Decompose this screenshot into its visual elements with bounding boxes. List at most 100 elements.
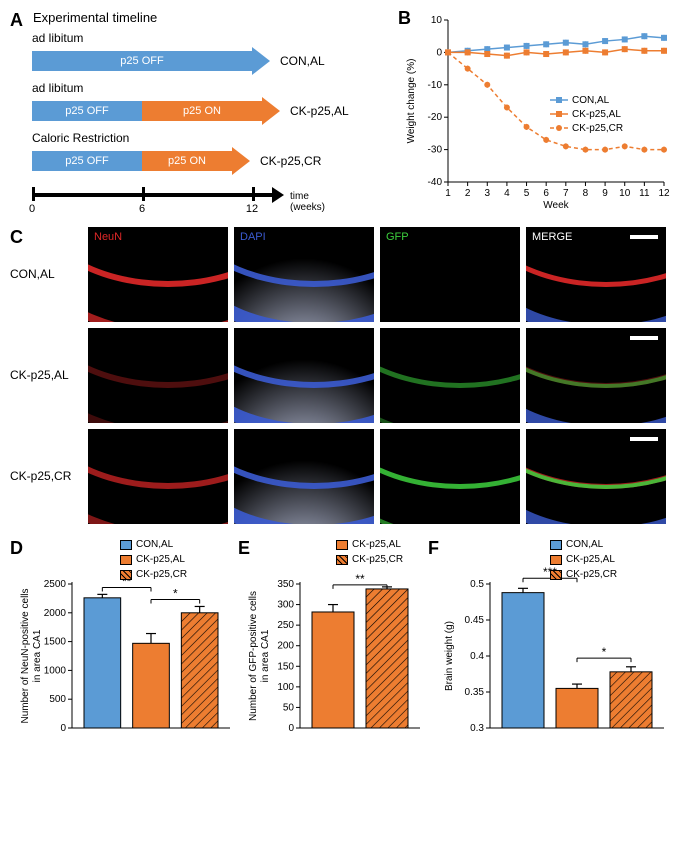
svg-text:7: 7 bbox=[563, 188, 569, 199]
legend-item: CK-p25,AL bbox=[336, 538, 403, 552]
svg-text:Week: Week bbox=[543, 200, 569, 210]
svg-text:CON,AL: CON,AL bbox=[572, 95, 610, 106]
timeline-row: ad libitump25 OFFp25 ONCK-p25,AL bbox=[32, 83, 400, 127]
svg-text:in area CA1: in area CA1 bbox=[260, 629, 271, 682]
micrograph-row-label: CON,AL bbox=[10, 267, 82, 281]
svg-text:CK-p25,CR: CK-p25,CR bbox=[572, 123, 623, 134]
channel-label: GFP bbox=[386, 231, 409, 243]
legend-label: CK-p25,CR bbox=[352, 553, 403, 567]
micrograph-row bbox=[88, 328, 672, 423]
scale-bar bbox=[630, 336, 658, 340]
panel-a: A Experimental timeline ad libitump25 OF… bbox=[10, 10, 400, 215]
svg-text:0.35: 0.35 bbox=[465, 687, 485, 698]
legend-item: CK-p25,CR bbox=[336, 553, 403, 567]
legend-label: CK-p25,AL bbox=[136, 553, 185, 567]
timeline-arrowhead bbox=[232, 147, 250, 175]
legend-item: CON,AL bbox=[120, 538, 187, 552]
timeline-segment: p25 OFF bbox=[32, 151, 142, 171]
svg-text:2: 2 bbox=[465, 188, 471, 199]
svg-text:300: 300 bbox=[277, 600, 294, 611]
panel-a-title: Experimental timeline bbox=[33, 10, 157, 25]
micrograph-row bbox=[88, 429, 672, 524]
legend-label: CK-p25,AL bbox=[352, 538, 401, 552]
micrograph-row-label: CK-p25,CR bbox=[10, 469, 82, 483]
svg-text:-20: -20 bbox=[428, 112, 443, 123]
panel-d-label: D bbox=[10, 538, 23, 559]
figure-root: A Experimental timeline ad libitump25 OF… bbox=[10, 10, 672, 738]
legend-label: CON,AL bbox=[136, 538, 173, 552]
svg-text:Number of GFP-positive cells: Number of GFP-positive cells bbox=[248, 591, 259, 721]
legend-item: CK-p25,CR bbox=[120, 568, 187, 582]
svg-text:250: 250 bbox=[277, 620, 294, 631]
timeline-segment: p25 ON bbox=[142, 101, 262, 121]
svg-text:Brain weight (g): Brain weight (g) bbox=[444, 621, 455, 691]
svg-text:Weight change (%): Weight change (%) bbox=[406, 59, 417, 144]
timeline-arrowhead bbox=[262, 97, 280, 125]
svg-text:8: 8 bbox=[583, 188, 589, 199]
svg-text:200: 200 bbox=[277, 641, 294, 652]
axis-tick-label: 12 bbox=[246, 203, 258, 215]
timeline-segment: p25 ON bbox=[142, 151, 232, 171]
legend-item: CK-p25,AL bbox=[120, 553, 187, 567]
svg-text:100: 100 bbox=[277, 682, 294, 693]
micrograph-cell bbox=[526, 328, 666, 423]
panel-b-chart: -40-30-20-10010123456789101112WeekWeight… bbox=[400, 10, 672, 210]
axis-tick-label: 0 bbox=[29, 203, 35, 215]
svg-text:0: 0 bbox=[60, 723, 66, 734]
panel-b: B -40-30-20-10010123456789101112WeekWeig… bbox=[400, 10, 672, 215]
timeline-group-label: CON,AL bbox=[280, 54, 325, 68]
panel-b-label: B bbox=[398, 8, 411, 29]
svg-text:in area CA1: in area CA1 bbox=[32, 629, 43, 682]
svg-text:10: 10 bbox=[619, 188, 631, 199]
micrograph-cell bbox=[526, 429, 666, 524]
axis-caption: time (weeks) bbox=[290, 191, 325, 213]
micrograph-row: NeuN DAPI GFP MERGE bbox=[88, 227, 672, 322]
micrograph-cell bbox=[380, 429, 520, 524]
svg-text:3: 3 bbox=[484, 188, 490, 199]
timeline-row: Caloric Restrictionp25 OFFp25 ONCK-p25,C… bbox=[32, 133, 400, 177]
svg-text:1000: 1000 bbox=[44, 665, 67, 676]
scale-bar bbox=[630, 235, 658, 239]
micrograph-cell: MERGE bbox=[526, 227, 666, 322]
panel-e-chart: 050100150200250300350Number of GFP-posit… bbox=[238, 538, 428, 738]
svg-text:-10: -10 bbox=[428, 80, 443, 91]
svg-text:10: 10 bbox=[431, 15, 443, 26]
svg-text:0.5: 0.5 bbox=[470, 579, 484, 590]
svg-text:5: 5 bbox=[524, 188, 530, 199]
panel-d: D CON,ALCK-p25,ALCK-p25,CR 0500100015002… bbox=[10, 538, 238, 738]
svg-text:11: 11 bbox=[639, 188, 650, 199]
micrograph-cell bbox=[88, 328, 228, 423]
axis-tick-label: 6 bbox=[139, 203, 145, 215]
panel-f-label: F bbox=[428, 538, 439, 559]
svg-text:0: 0 bbox=[436, 47, 442, 58]
svg-text:9: 9 bbox=[602, 188, 608, 199]
svg-text:-30: -30 bbox=[428, 145, 443, 156]
row-def: D CON,ALCK-p25,ALCK-p25,CR 0500100015002… bbox=[10, 538, 672, 738]
timeline-condition-label: ad libitum bbox=[32, 81, 83, 95]
legend-item: CON,AL bbox=[550, 538, 617, 552]
svg-text:Number of NeuN-positive cells: Number of NeuN-positive cells bbox=[20, 588, 31, 723]
micrograph-cell: NeuN bbox=[88, 227, 228, 322]
panel-f: F CON,ALCK-p25,ALCK-p25,CR 0.30.350.40.4… bbox=[428, 538, 672, 738]
svg-text:0.4: 0.4 bbox=[470, 651, 484, 662]
svg-text:1500: 1500 bbox=[44, 637, 67, 648]
svg-text:0.3: 0.3 bbox=[470, 723, 484, 734]
micrograph-cell: DAPI bbox=[234, 227, 374, 322]
svg-text:*: * bbox=[602, 645, 607, 659]
channel-label: NeuN bbox=[94, 231, 122, 243]
svg-text:0.45: 0.45 bbox=[465, 615, 485, 626]
svg-text:1: 1 bbox=[445, 188, 451, 199]
svg-text:12: 12 bbox=[658, 188, 670, 199]
timeline-segment: p25 OFF bbox=[32, 51, 252, 71]
timeline-arrowhead bbox=[252, 47, 270, 75]
svg-text:350: 350 bbox=[277, 579, 294, 590]
row-ab: A Experimental timeline ad libitump25 OF… bbox=[10, 10, 672, 215]
svg-text:2500: 2500 bbox=[44, 579, 67, 590]
timeline-group-label: CK-p25,AL bbox=[290, 104, 349, 118]
panel-e-label: E bbox=[238, 538, 250, 559]
channel-label: MERGE bbox=[532, 231, 572, 243]
micrograph-cell bbox=[234, 429, 374, 524]
legend-label: CK-p25,CR bbox=[136, 568, 187, 582]
legend-item: CK-p25,CR bbox=[550, 568, 617, 582]
svg-text:2000: 2000 bbox=[44, 608, 67, 619]
